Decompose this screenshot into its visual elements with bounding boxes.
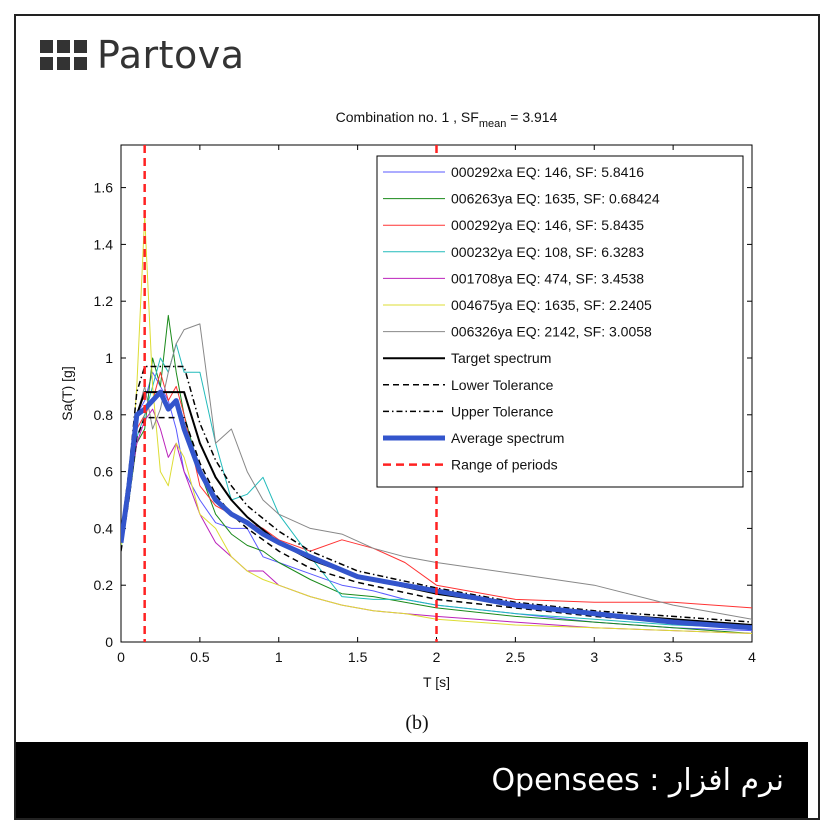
x-tick-label: 3.5 <box>663 649 683 665</box>
x-axis-label: T [s] <box>423 674 450 690</box>
x-tick-label: 1.5 <box>348 649 368 665</box>
legend-entry: Range of periods <box>451 457 558 473</box>
brand-logo-icon <box>40 40 87 70</box>
x-tick-label: 0.5 <box>190 649 210 665</box>
legend-entry: 000292ya EQ: 146, SF: 5.8435 <box>451 217 644 233</box>
y-axis-label: Sa(T) [g] <box>59 366 75 420</box>
y-tick-label: 0.4 <box>94 520 114 536</box>
y-tick-label: 1 <box>105 350 113 366</box>
legend-entry: Target spectrum <box>451 350 551 366</box>
x-tick-label: 0 <box>117 649 125 665</box>
legend-entry: 000292xa EQ: 146, SF: 5.8416 <box>451 164 644 180</box>
y-tick-label: 0.2 <box>94 577 114 593</box>
series-line-9 <box>121 416 752 629</box>
series-line-11 <box>121 389 752 631</box>
legend-entry: Average spectrum <box>451 430 564 446</box>
x-tick-label: 2 <box>433 649 441 665</box>
y-tick-label: 1.2 <box>94 293 114 309</box>
legend-entry: 000232ya EQ: 108, SF: 6.3283 <box>451 244 644 260</box>
y-tick-label: 0 <box>105 634 113 650</box>
legend-box <box>376 155 744 488</box>
figure-caption: (b) <box>405 712 429 734</box>
series-line-6 <box>121 215 752 634</box>
brand-name: Partova <box>97 33 245 77</box>
legend-entry: 006326ya EQ: 2142, SF: 3.0058 <box>451 324 652 340</box>
y-tick-label: 1.6 <box>94 180 114 196</box>
chart-title: Combination no. 1 , SFmean = 3.914 <box>336 109 558 130</box>
series-line-2 <box>121 314 752 634</box>
legend-entry: Upper Tolerance <box>451 403 554 419</box>
y-tick-label: 0.6 <box>94 464 114 480</box>
x-tick-label: 1 <box>275 649 283 665</box>
series-line-10 <box>121 365 752 623</box>
legend-entry: 006263ya EQ: 1635, SF: 0.68424 <box>451 191 660 207</box>
series-group <box>121 145 752 642</box>
x-tick-label: 2.5 <box>506 649 526 665</box>
series-line-7 <box>121 323 752 620</box>
x-tick-label: 3 <box>590 649 598 665</box>
x-tick-label: 4 <box>748 649 756 665</box>
legend-entry: Lower Tolerance <box>451 377 554 393</box>
legend-entry: 001708ya EQ: 474, SF: 3.4538 <box>451 270 644 286</box>
outer-frame <box>14 14 820 820</box>
legend-entry: 004675ya EQ: 1635, SF: 2.2405 <box>451 297 652 313</box>
y-tick-label: 0.8 <box>94 407 114 423</box>
brand: Partova <box>40 33 245 77</box>
footer-banner: نرم افزار : Opensees <box>16 742 808 818</box>
footer-text: نرم افزار : Opensees <box>491 762 784 798</box>
y-tick-label: 1.4 <box>94 236 114 252</box>
